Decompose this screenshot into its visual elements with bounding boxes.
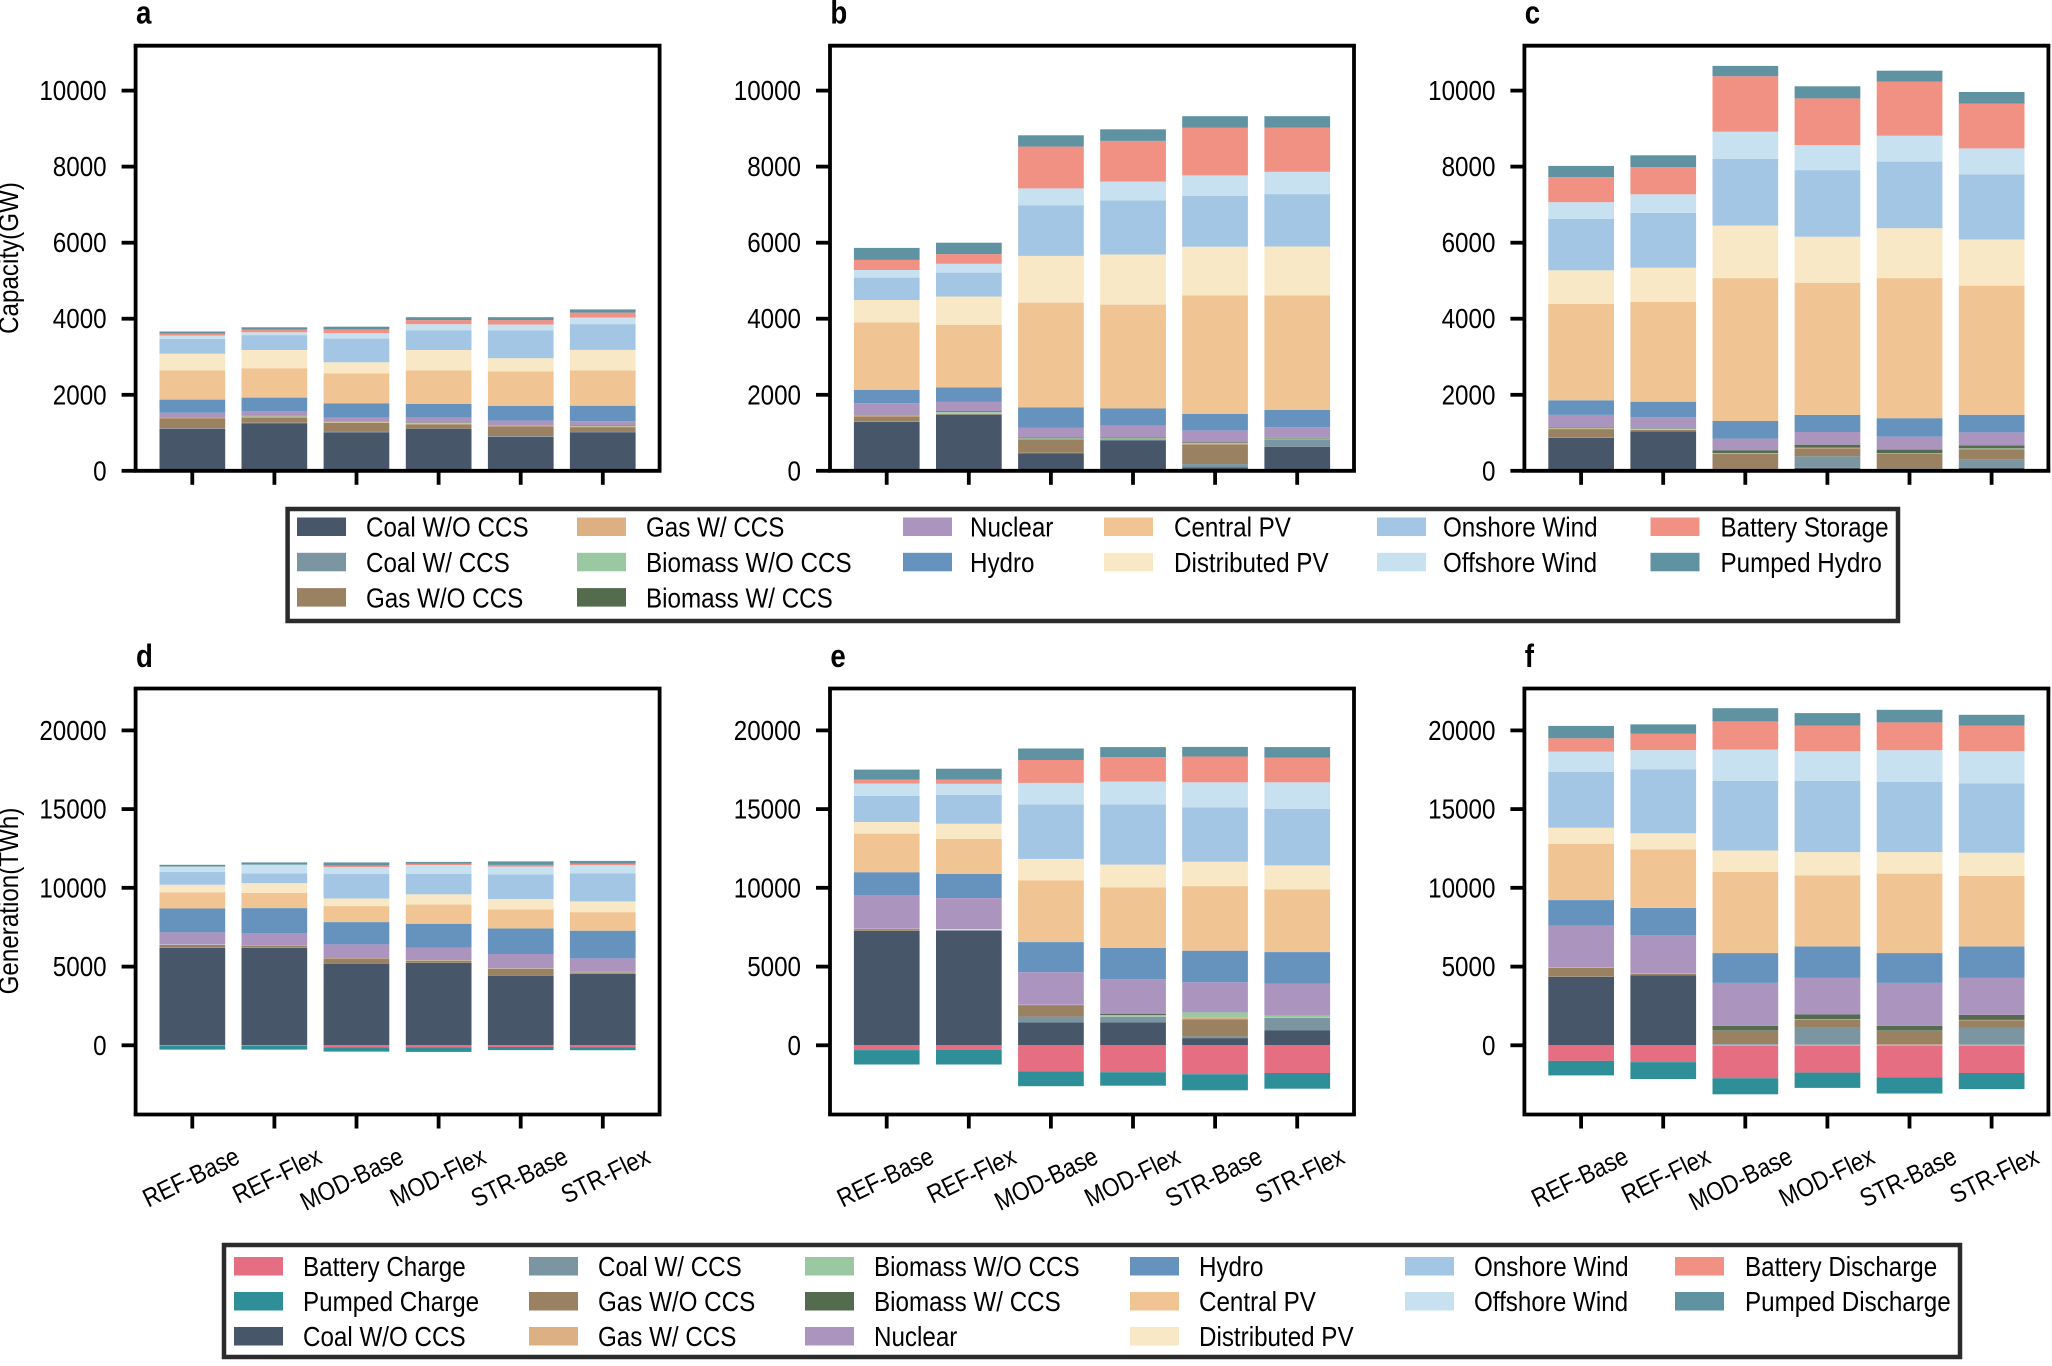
svg-text:Coal W/ CCS: Coal W/ CCS [598, 1251, 742, 1283]
svg-text:15000: 15000 [1428, 793, 1495, 825]
svg-text:e: e [830, 639, 845, 674]
svg-text:Biomass W/ CCS: Biomass W/ CCS [874, 1286, 1061, 1318]
svg-text:8000: 8000 [1442, 150, 1496, 182]
svg-text:b: b [830, 0, 847, 31]
svg-text:15000: 15000 [734, 793, 801, 825]
svg-text:Distributed PV: Distributed PV [1199, 1321, 1354, 1353]
svg-text:Gas W/O CCS: Gas W/O CCS [598, 1286, 755, 1318]
svg-text:Pumped Charge: Pumped Charge [303, 1286, 479, 1318]
svg-text:5000: 5000 [1442, 950, 1496, 982]
svg-text:Pumped Hydro: Pumped Hydro [1721, 546, 1882, 578]
svg-text:Coal W/O CCS: Coal W/O CCS [303, 1321, 466, 1353]
svg-text:Onshore Wind: Onshore Wind [1474, 1251, 1629, 1283]
svg-text:Hydro: Hydro [970, 546, 1035, 578]
svg-text:4000: 4000 [53, 303, 107, 335]
svg-text:Biomass W/O CCS: Biomass W/O CCS [646, 546, 852, 578]
svg-text:Capacity(GW): Capacity(GW) [0, 182, 24, 334]
svg-text:Gas W/ CCS: Gas W/ CCS [646, 511, 784, 543]
svg-text:Distributed PV: Distributed PV [1174, 546, 1329, 578]
svg-text:6000: 6000 [1442, 227, 1496, 259]
svg-text:6000: 6000 [747, 227, 801, 259]
svg-text:Central PV: Central PV [1174, 511, 1291, 543]
svg-text:5000: 5000 [747, 950, 801, 982]
svg-text:10000: 10000 [1428, 74, 1495, 106]
svg-text:REF-Base: REF-Base [1527, 1142, 1633, 1213]
svg-text:8000: 8000 [747, 150, 801, 182]
svg-text:Offshore Wind: Offshore Wind [1443, 546, 1597, 578]
svg-text:20000: 20000 [1428, 714, 1495, 746]
svg-text:20000: 20000 [39, 714, 106, 746]
svg-text:Biomass W/ CCS: Biomass W/ CCS [646, 582, 833, 614]
svg-text:STR-Flex: STR-Flex [1251, 1142, 1349, 1210]
svg-text:Battery Storage: Battery Storage [1721, 511, 1889, 543]
svg-text:10000: 10000 [734, 74, 801, 106]
svg-text:6000: 6000 [53, 227, 107, 259]
svg-text:Generation(TWh): Generation(TWh) [0, 808, 24, 995]
svg-text:Battery Discharge: Battery Discharge [1745, 1251, 1937, 1283]
svg-text:a: a [136, 0, 152, 31]
svg-text:10000: 10000 [39, 872, 106, 904]
svg-text:4000: 4000 [747, 303, 801, 335]
svg-text:Nuclear: Nuclear [874, 1321, 958, 1353]
svg-text:Gas W/O CCS: Gas W/O CCS [366, 582, 523, 614]
svg-text:10000: 10000 [39, 74, 106, 106]
svg-text:0: 0 [1482, 1029, 1495, 1061]
svg-text:Hydro: Hydro [1199, 1251, 1264, 1283]
svg-text:STR-Flex: STR-Flex [1946, 1142, 2044, 1210]
svg-text:c: c [1525, 0, 1540, 31]
svg-text:0: 0 [1482, 455, 1495, 487]
svg-text:Offshore Wind: Offshore Wind [1474, 1286, 1628, 1318]
svg-text:20000: 20000 [734, 714, 801, 746]
svg-text:Pumped Discharge: Pumped Discharge [1745, 1286, 1951, 1318]
svg-text:0: 0 [788, 1029, 801, 1061]
svg-text:REF-Base: REF-Base [833, 1142, 939, 1213]
svg-text:d: d [136, 639, 153, 674]
svg-text:Battery Charge: Battery Charge [303, 1251, 466, 1283]
svg-text:2000: 2000 [1442, 379, 1496, 411]
svg-text:REF-Base: REF-Base [138, 1142, 244, 1213]
svg-text:Nuclear: Nuclear [970, 511, 1054, 543]
svg-text:2000: 2000 [53, 379, 107, 411]
svg-text:Onshore Wind: Onshore Wind [1443, 511, 1598, 543]
svg-text:10000: 10000 [1428, 872, 1495, 904]
svg-text:2000: 2000 [747, 379, 801, 411]
svg-text:Gas W/ CCS: Gas W/ CCS [598, 1321, 736, 1353]
svg-text:15000: 15000 [39, 793, 106, 825]
svg-text:4000: 4000 [1442, 303, 1496, 335]
svg-text:Biomass W/O CCS: Biomass W/O CCS [874, 1251, 1080, 1283]
svg-text:5000: 5000 [53, 950, 107, 982]
svg-text:f: f [1525, 639, 1535, 674]
svg-text:STR-Flex: STR-Flex [557, 1142, 655, 1210]
svg-text:Coal W/ CCS: Coal W/ CCS [366, 546, 510, 578]
svg-text:Central PV: Central PV [1199, 1286, 1316, 1318]
svg-text:Coal W/O CCS: Coal W/O CCS [366, 511, 529, 543]
svg-text:8000: 8000 [53, 150, 107, 182]
svg-text:0: 0 [788, 455, 801, 487]
svg-text:0: 0 [93, 455, 106, 487]
svg-text:10000: 10000 [734, 872, 801, 904]
svg-text:0: 0 [93, 1029, 106, 1061]
